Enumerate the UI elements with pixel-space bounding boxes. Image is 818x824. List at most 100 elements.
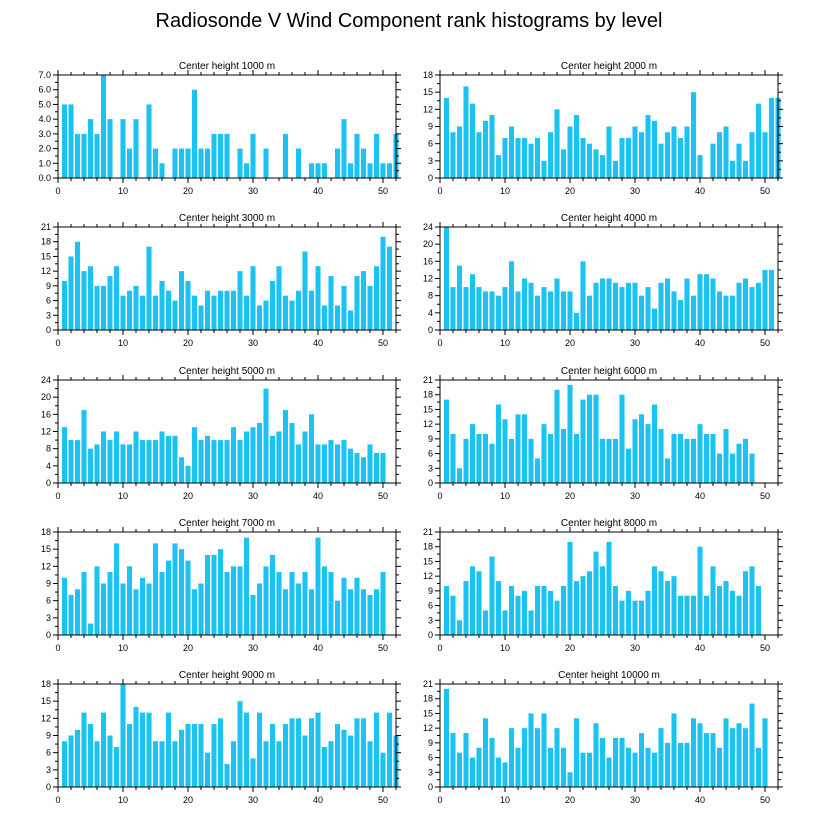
bar-15 [152,741,159,787]
bar-45 [347,310,354,330]
bar-30 [632,752,638,787]
x-tick-label: 20 [183,795,193,805]
bar-17 [547,132,554,178]
x-tick-label: 50 [760,186,770,196]
x-tick-label: 0 [55,338,60,348]
y-tick-label: 12 [41,266,51,276]
bar-29 [625,590,632,635]
bar-21 [191,89,198,178]
panel-3: Center height 3000 m 0 3 6 9 12 15 18 21 0 10 20 30 4… [41,213,401,348]
bar-46 [354,577,360,635]
bar-34 [658,429,664,483]
bar-37 [295,290,302,330]
bar-46 [354,133,360,178]
bar-32 [645,287,651,330]
bar-1 [61,427,68,483]
bar-38 [684,126,690,178]
bar-4 [463,287,469,330]
y-tick-label: 3 [428,463,433,473]
bar-15 [152,148,159,178]
bar-16 [159,163,165,178]
bar-46 [354,276,360,330]
bar-1 [61,577,68,635]
bar-28 [237,566,243,635]
x-tick-label: 50 [760,338,770,348]
bar-50 [762,132,768,178]
bar-30 [632,419,638,483]
bar-19 [560,149,567,178]
bar-37 [677,137,684,178]
x-tick-label: 40 [313,338,323,348]
y-tick-label: 7.0 [38,70,51,80]
bar-10 [502,762,508,787]
bar-22 [198,148,204,178]
panel-title: Center height 5000 m [179,366,275,377]
bar-30 [632,600,638,635]
bar-10 [120,295,126,330]
bar-23 [204,148,211,178]
bar-27 [612,585,619,635]
bar-40 [315,163,321,178]
bar-26 [224,764,230,787]
bar-34 [658,143,664,178]
y-tick-label: 21 [423,527,433,537]
bar-44 [341,577,347,635]
x-tick-label: 30 [630,491,640,501]
bar-6 [94,285,100,330]
bar-32 [263,566,269,635]
y-tick-label: 15 [423,708,433,718]
bar-20 [567,291,573,331]
bar-24 [211,295,217,330]
y-tick-label: 6 [428,139,433,149]
bar-1 [61,104,68,178]
bar-45 [347,735,354,787]
bar-50 [380,752,386,787]
bar-42 [710,733,716,787]
bar-45 [729,590,736,635]
bar-29 [625,137,632,178]
bar-2 [450,287,456,330]
bar-14 [146,583,152,635]
bar-14 [146,246,152,330]
bar-4 [463,438,469,483]
bar-8 [107,440,113,483]
bar-46 [736,143,742,178]
x-tick-label: 0 [437,643,442,653]
bar-51 [386,246,393,330]
bar-39 [308,718,315,787]
bar-50 [762,269,768,330]
y-tick-label: 21 [423,375,433,385]
x-tick-label: 50 [378,338,388,348]
bar-40 [697,274,703,330]
bar-17 [165,435,172,483]
bar-46 [736,595,742,635]
panel-1: Center height 1000 m 0.0 1.0 2.0 3.0 4.0 5.0 6.… [38,61,401,196]
bar-19 [178,549,185,635]
bar-3 [456,468,463,483]
bar-12 [515,414,521,483]
bar-45 [729,295,736,330]
bar-8 [107,276,113,330]
y-tick-label: 12 [41,713,51,723]
bar-4 [463,86,469,178]
bar-17 [547,747,554,787]
bar-2 [450,433,456,483]
bar-21 [573,718,580,787]
bar-8 [107,119,113,178]
y-tick-label: 6.0 [38,85,51,95]
bar-18 [554,109,560,178]
bar-23 [586,571,593,635]
bar-25 [217,549,224,635]
bar-28 [619,287,625,330]
bar-20 [567,772,573,787]
x-tick-label: 30 [248,491,258,501]
bar-40 [315,444,321,484]
bar-49 [755,103,762,178]
x-tick-label: 10 [500,186,510,196]
x-tick-label: 20 [565,643,575,653]
bar-20 [185,280,191,330]
bar-48 [367,741,373,787]
bar-48 [367,285,373,330]
bar-18 [554,728,560,787]
bar-36 [289,300,295,330]
